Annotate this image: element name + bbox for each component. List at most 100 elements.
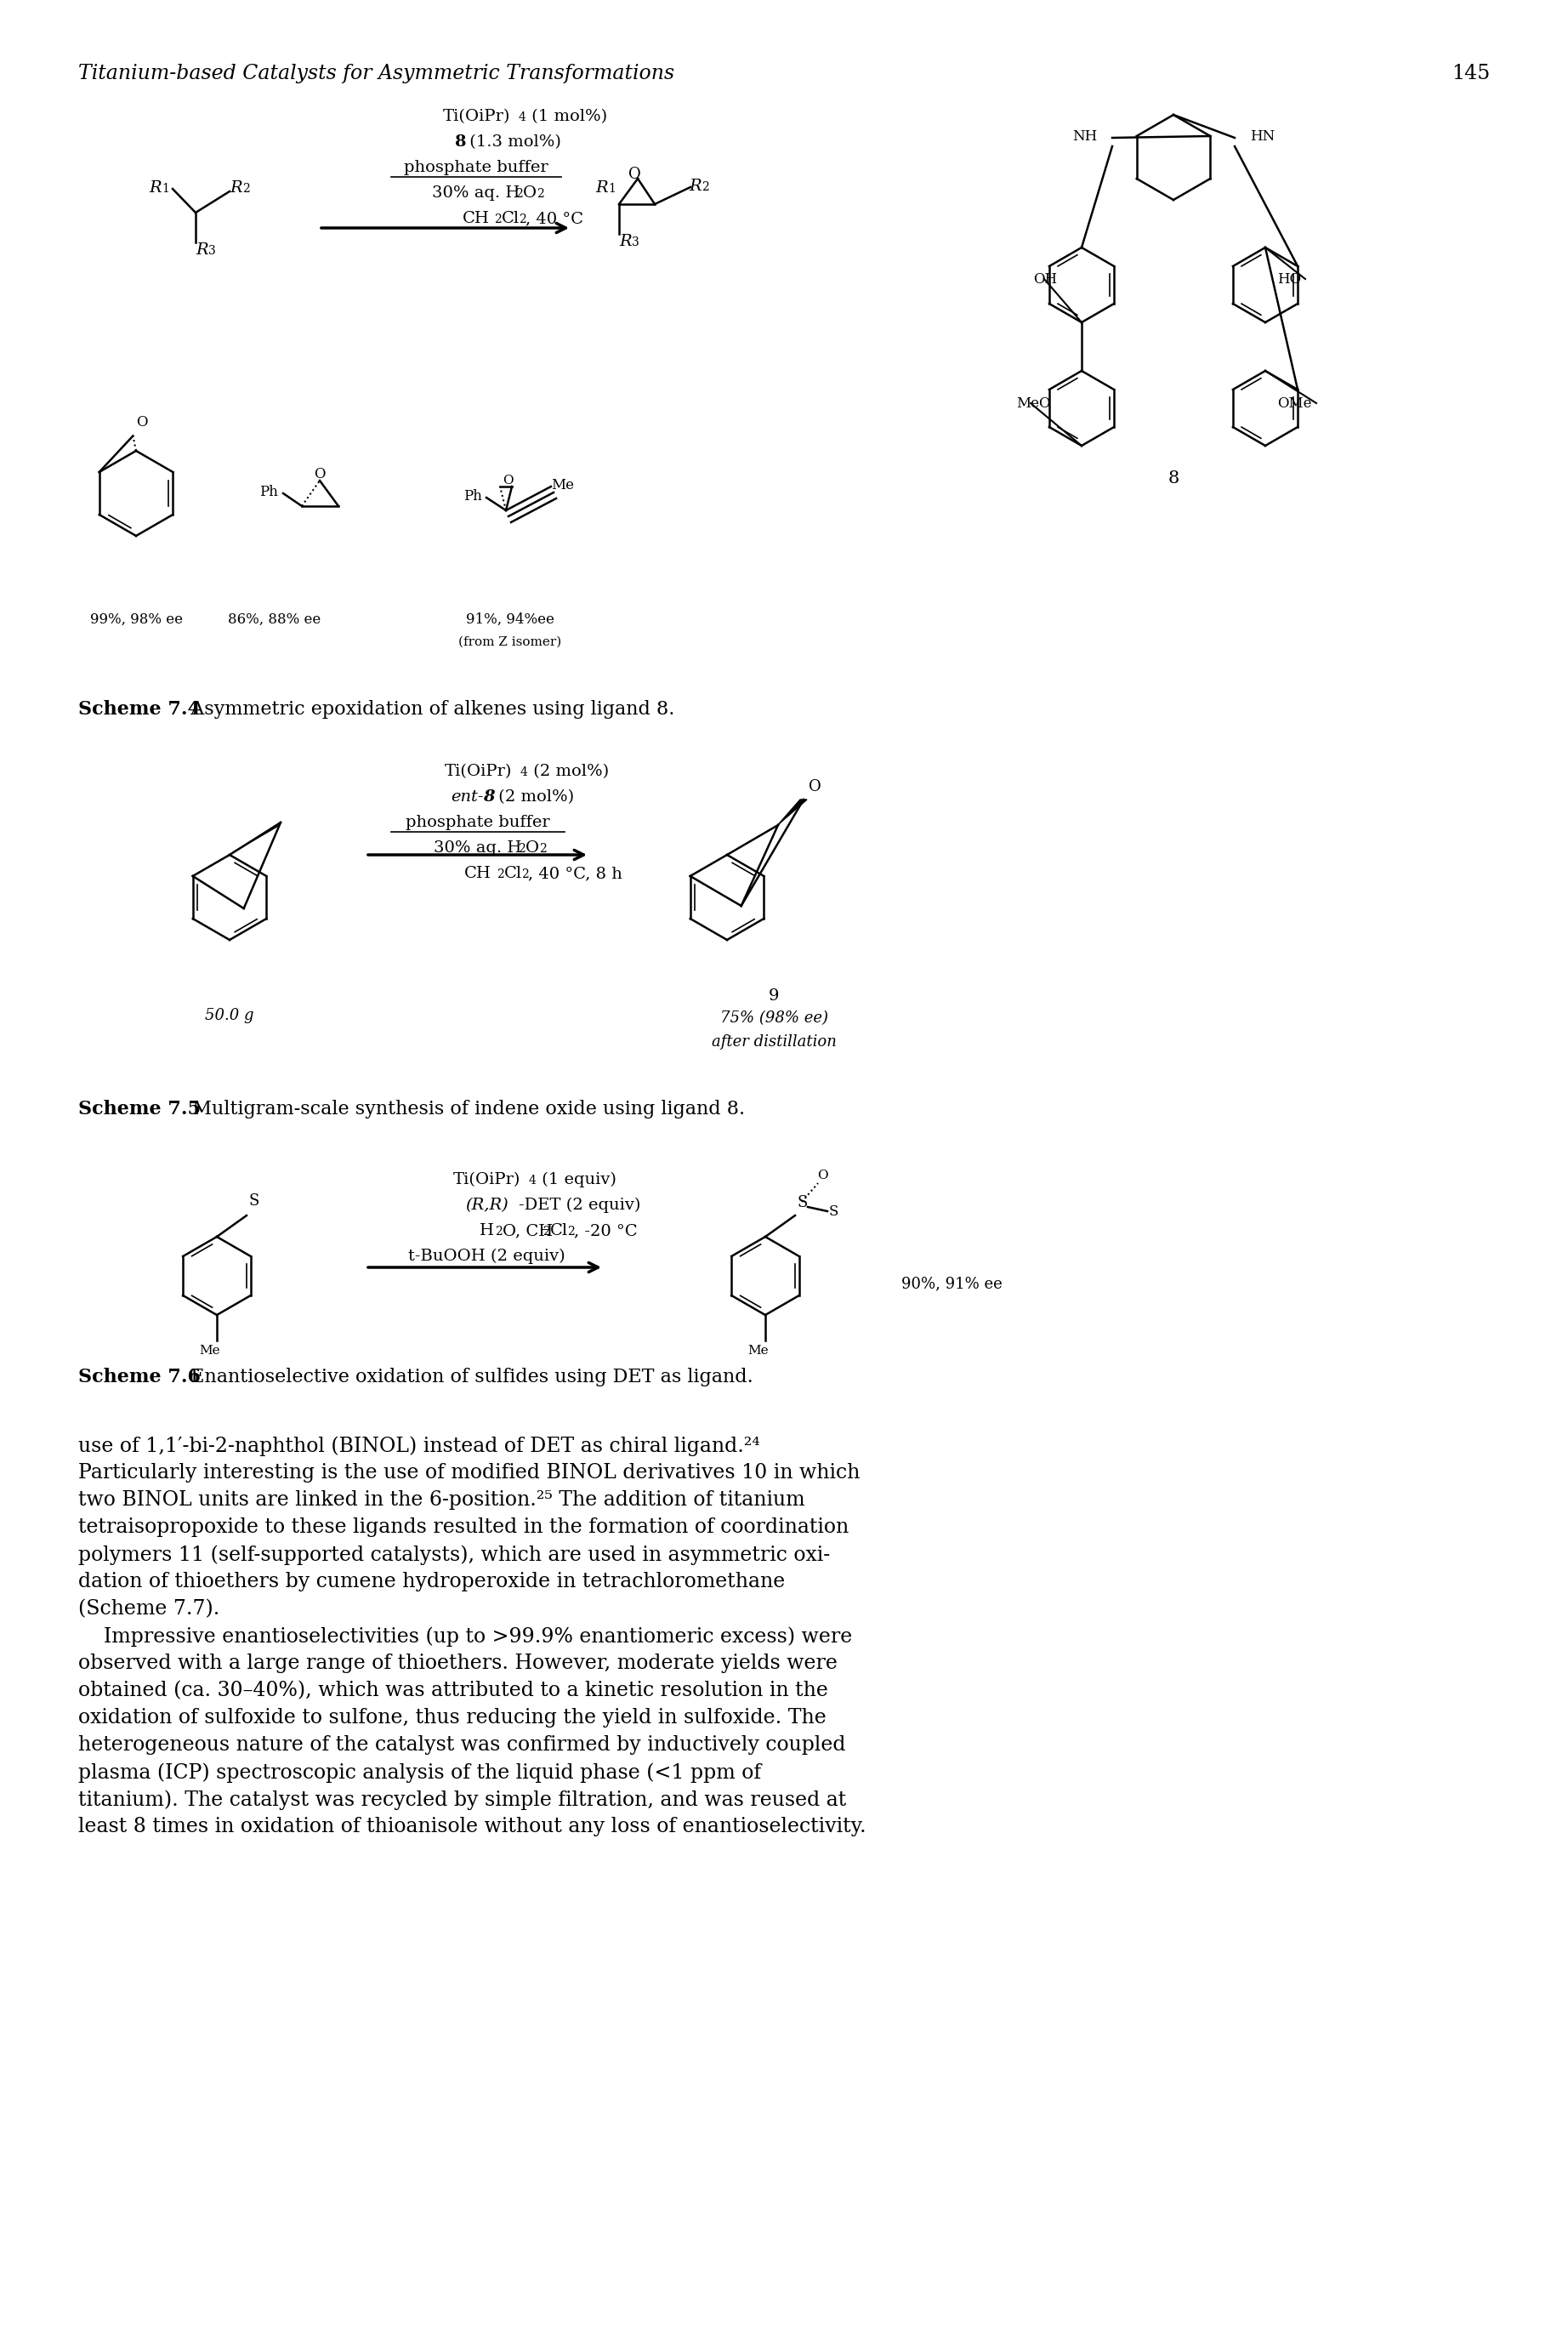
- Text: 2: 2: [519, 214, 527, 226]
- Text: 8: 8: [455, 134, 466, 150]
- Text: 2: 2: [521, 868, 528, 879]
- Text: 4: 4: [528, 1176, 536, 1187]
- Text: obtained (ca. 30–40%), which was attributed to a kinetic resolution in the: obtained (ca. 30–40%), which was attribu…: [78, 1681, 828, 1700]
- Text: 1: 1: [608, 183, 616, 195]
- Text: 8: 8: [1168, 470, 1179, 487]
- Text: Ti(OiPr): Ti(OiPr): [442, 108, 510, 125]
- Text: Ph: Ph: [259, 484, 278, 498]
- Text: Me: Me: [199, 1345, 221, 1357]
- Text: 1: 1: [162, 183, 169, 195]
- Text: O, CH: O, CH: [502, 1223, 554, 1239]
- Text: O: O: [314, 468, 326, 482]
- Text: oxidation of sulfoxide to sulfone, thus reducing the yield in sulfoxide. The: oxidation of sulfoxide to sulfone, thus …: [78, 1707, 826, 1728]
- Text: Asymmetric epoxidation of alkenes using ligand 8.: Asymmetric epoxidation of alkenes using …: [179, 701, 674, 719]
- Text: phosphate buffer: phosphate buffer: [406, 816, 550, 830]
- Text: 4: 4: [521, 766, 528, 778]
- Text: O: O: [817, 1168, 828, 1183]
- Text: 2: 2: [517, 844, 525, 856]
- Text: Ti(OiPr): Ti(OiPr): [444, 764, 511, 778]
- Text: tetraisopropoxide to these ligands resulted in the formation of coordination: tetraisopropoxide to these ligands resul…: [78, 1516, 848, 1538]
- Text: R: R: [196, 242, 209, 259]
- Text: H: H: [480, 1223, 494, 1239]
- Text: Scheme 7.6: Scheme 7.6: [78, 1368, 201, 1387]
- Text: R: R: [596, 181, 608, 195]
- Text: 86%, 88% ee: 86%, 88% ee: [229, 611, 321, 628]
- Text: use of 1,1′-bi-2-naphthol (BINOL) instead of DET as chiral ligand.²⁴: use of 1,1′-bi-2-naphthol (BINOL) instea…: [78, 1436, 760, 1455]
- Text: (2 mol%): (2 mol%): [528, 764, 608, 778]
- Text: dation of thioethers by cumene hydroperoxide in tetrachloromethane: dation of thioethers by cumene hydropero…: [78, 1573, 786, 1592]
- Text: ent-: ent-: [450, 790, 483, 804]
- Text: HN: HN: [1250, 129, 1275, 143]
- Text: Cl: Cl: [550, 1223, 568, 1239]
- Text: MeO: MeO: [1016, 397, 1051, 411]
- Text: 2: 2: [568, 1225, 574, 1237]
- Text: Me: Me: [748, 1345, 768, 1357]
- Text: 2: 2: [539, 844, 547, 856]
- Text: S: S: [248, 1194, 259, 1208]
- Text: R: R: [229, 181, 241, 195]
- Text: R: R: [688, 179, 701, 193]
- Text: 2: 2: [701, 181, 709, 193]
- Text: Scheme 7.4: Scheme 7.4: [78, 701, 201, 719]
- Text: 3: 3: [209, 245, 216, 256]
- Text: 2: 2: [516, 188, 522, 200]
- Text: least 8 times in oxidation of thioanisole without any loss of enantioselectivity: least 8 times in oxidation of thioanisol…: [78, 1817, 866, 1836]
- Text: , -20 °C: , -20 °C: [574, 1223, 638, 1239]
- Text: t-BuOOH (2 equiv): t-BuOOH (2 equiv): [408, 1248, 564, 1265]
- Text: 2: 2: [243, 183, 249, 195]
- Text: Multigram-scale synthesis of indene oxide using ligand 8.: Multigram-scale synthesis of indene oxid…: [180, 1100, 745, 1119]
- Text: 99%, 98% ee: 99%, 98% ee: [89, 611, 182, 628]
- Text: (1 mol%): (1 mol%): [527, 108, 607, 125]
- Text: Scheme 7.5: Scheme 7.5: [78, 1100, 201, 1119]
- Text: 90%, 91% ee: 90%, 91% ee: [902, 1277, 1002, 1291]
- Text: phosphate buffer: phosphate buffer: [405, 160, 549, 176]
- Text: NH: NH: [1073, 129, 1098, 143]
- Text: O: O: [629, 167, 641, 181]
- Text: 8: 8: [483, 790, 494, 804]
- Text: R: R: [619, 233, 632, 249]
- Text: (from Z isomer): (from Z isomer): [459, 637, 561, 649]
- Text: polymers 11 (self-supported catalysts), which are used in asymmetric oxi-: polymers 11 (self-supported catalysts), …: [78, 1545, 829, 1566]
- Text: CH: CH: [463, 212, 489, 226]
- Text: 2: 2: [494, 214, 502, 226]
- Text: OH: OH: [1033, 273, 1057, 287]
- Text: observed with a large range of thioethers. However, moderate yields were: observed with a large range of thioether…: [78, 1653, 837, 1674]
- Text: 30% aq. H: 30% aq. H: [434, 839, 522, 856]
- Text: O: O: [136, 414, 147, 430]
- Text: CH: CH: [464, 865, 491, 882]
- Text: OMe: OMe: [1278, 397, 1311, 411]
- Text: 9: 9: [768, 987, 779, 1004]
- Text: two BINOL units are linked in the 6-position.²⁵ The addition of titanium: two BINOL units are linked in the 6-posi…: [78, 1491, 804, 1509]
- Text: O: O: [809, 778, 822, 795]
- Text: 145: 145: [1452, 63, 1490, 82]
- Text: 50.0 g: 50.0 g: [205, 1009, 254, 1023]
- Text: 2: 2: [497, 868, 503, 879]
- Text: (1.3 mol%): (1.3 mol%): [464, 134, 561, 150]
- Text: plasma (ICP) spectroscopic analysis of the liquid phase (<1 ppm of: plasma (ICP) spectroscopic analysis of t…: [78, 1763, 760, 1782]
- Text: Particularly interesting is the use of modified BINOL derivatives 10 in which: Particularly interesting is the use of m…: [78, 1462, 859, 1483]
- Text: , 40 °C, 8 h: , 40 °C, 8 h: [528, 865, 622, 882]
- Text: (1 equiv): (1 equiv): [536, 1173, 616, 1187]
- Text: Ti(OiPr): Ti(OiPr): [453, 1173, 521, 1187]
- Text: S: S: [829, 1204, 839, 1218]
- Text: O: O: [502, 475, 513, 487]
- Text: O: O: [525, 839, 539, 856]
- Text: heterogeneous nature of the catalyst was confirmed by inductively coupled: heterogeneous nature of the catalyst was…: [78, 1735, 845, 1754]
- Text: Cl: Cl: [502, 212, 519, 226]
- Text: , 40 °C: , 40 °C: [525, 212, 583, 226]
- Text: after distillation: after distillation: [712, 1034, 836, 1049]
- Text: Enantioselective oxidation of sulfides using DET as ligand.: Enantioselective oxidation of sulfides u…: [179, 1368, 753, 1387]
- Text: 4: 4: [519, 110, 527, 122]
- Text: 2: 2: [495, 1225, 502, 1237]
- Text: 2: 2: [536, 188, 544, 200]
- Text: Titanium-based Catalysts for Asymmetric Transformations: Titanium-based Catalysts for Asymmetric …: [78, 63, 674, 82]
- Text: Impressive enantioselectivities (up to >99.9% enantiomeric excess) were: Impressive enantioselectivities (up to >…: [78, 1627, 853, 1646]
- Text: (R,R): (R,R): [464, 1197, 508, 1213]
- Text: Me: Me: [550, 477, 574, 491]
- Polygon shape: [776, 799, 808, 828]
- Text: 3: 3: [632, 237, 640, 249]
- Text: Ph: Ph: [464, 489, 481, 503]
- Text: -DET (2 equiv): -DET (2 equiv): [519, 1197, 641, 1213]
- Text: 30% aq. H: 30% aq. H: [433, 186, 521, 200]
- Text: O: O: [524, 186, 536, 200]
